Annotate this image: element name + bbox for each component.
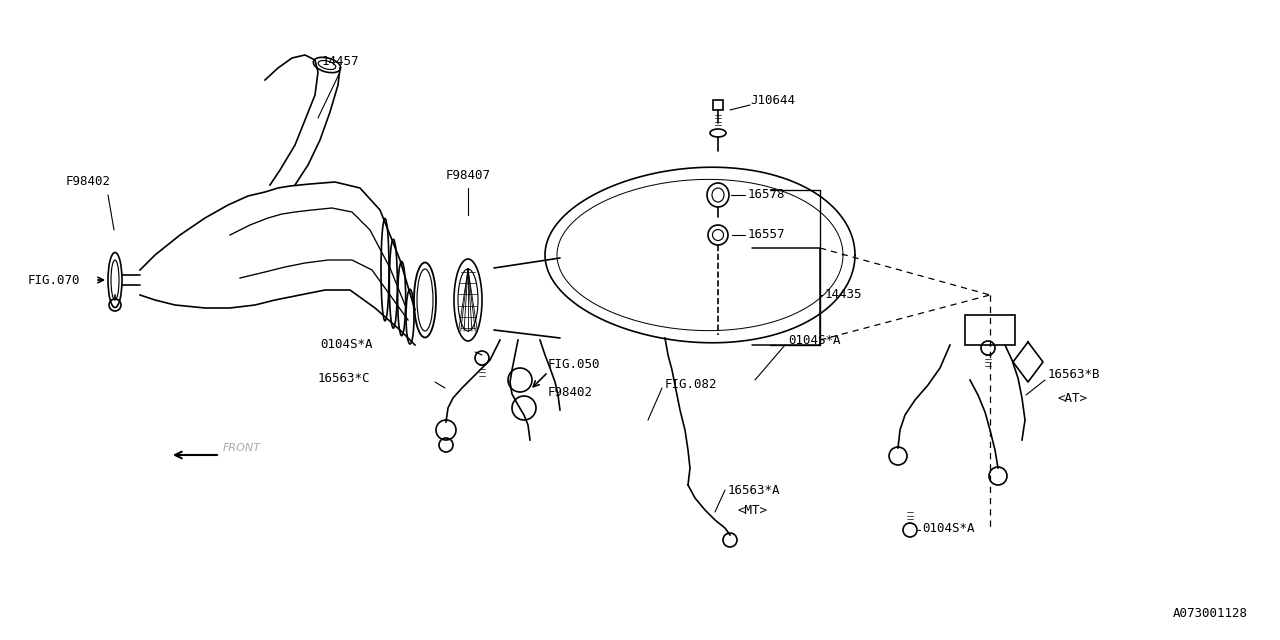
Text: 0104S*A: 0104S*A <box>320 339 372 351</box>
Text: 16557: 16557 <box>748 228 786 241</box>
Text: 16563*B: 16563*B <box>1048 369 1101 381</box>
Text: <MT>: <MT> <box>739 504 768 516</box>
Text: FRONT: FRONT <box>223 443 261 453</box>
Text: FIG.050: FIG.050 <box>548 358 600 371</box>
Text: F98402: F98402 <box>548 385 593 399</box>
Text: 14435: 14435 <box>826 289 863 301</box>
Text: FIG.070: FIG.070 <box>28 273 81 287</box>
Text: 16578: 16578 <box>748 189 786 202</box>
Text: <AT>: <AT> <box>1059 392 1088 404</box>
Text: 0104S*A: 0104S*A <box>788 333 841 346</box>
Text: J10644: J10644 <box>750 93 795 106</box>
Text: 0104S*A: 0104S*A <box>922 522 974 534</box>
Text: 14457: 14457 <box>321 55 358 68</box>
Text: F98407: F98407 <box>445 169 490 182</box>
Text: 16563*A: 16563*A <box>728 483 781 497</box>
Text: F98402: F98402 <box>65 175 110 188</box>
Text: 16563*C: 16563*C <box>317 371 370 385</box>
Text: A073001128: A073001128 <box>1172 607 1248 620</box>
Text: FIG.082: FIG.082 <box>666 378 718 392</box>
